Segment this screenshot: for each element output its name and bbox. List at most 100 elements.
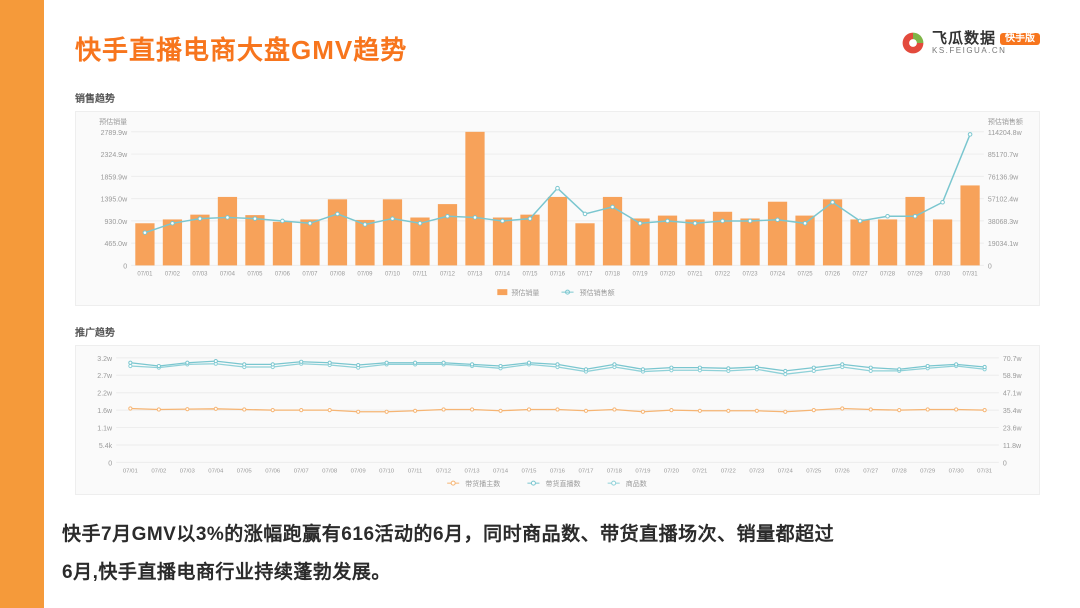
svg-text:1859.9w: 1859.9w <box>101 174 128 181</box>
svg-text:07/10: 07/10 <box>379 468 395 474</box>
svg-text:07/06: 07/06 <box>275 271 291 277</box>
svg-text:07/16: 07/16 <box>550 468 566 474</box>
promotion-trend-chart: 3.2w70.7w2.7w58.9w2.2w47.1w1.6w35.4w1.1w… <box>75 345 1040 495</box>
sales-trend-chart: 2789.9w 114204.8w 2324.9w 85170.7w 1859.9w 76… <box>75 111 1040 306</box>
svg-text:07/23: 07/23 <box>743 271 759 277</box>
svg-text:3.2w: 3.2w <box>97 356 113 363</box>
svg-text:07/01: 07/01 <box>137 271 153 277</box>
svg-text:07/10: 07/10 <box>385 271 401 277</box>
svg-text:07/02: 07/02 <box>151 468 167 474</box>
svg-text:带货直播数: 带货直播数 <box>545 479 580 488</box>
svg-text:预估销售额: 预估销售额 <box>580 288 615 297</box>
svg-text:07/30: 07/30 <box>935 271 951 277</box>
svg-text:1395.0w: 1395.0w <box>101 197 128 204</box>
brand-name: 飞瓜数据 <box>932 31 996 47</box>
svg-text:07/08: 07/08 <box>322 468 338 474</box>
brand-badge: 快手版 <box>1000 33 1040 46</box>
svg-text:预估销量: 预估销量 <box>99 117 127 126</box>
svg-text:07/23: 07/23 <box>749 468 765 474</box>
svg-text:07/25: 07/25 <box>806 468 822 474</box>
chart2-title: 推广趋势 <box>75 324 1040 339</box>
svg-text:07/24: 07/24 <box>770 271 786 277</box>
svg-text:1.1w: 1.1w <box>97 426 113 433</box>
svg-text:07/08: 07/08 <box>330 271 346 277</box>
svg-text:07/25: 07/25 <box>798 271 814 277</box>
svg-text:07/18: 07/18 <box>605 271 621 277</box>
svg-text:07/14: 07/14 <box>495 271 511 277</box>
brand-block: 飞瓜数据 快手版 KS.FEIGUA.CN <box>900 30 1040 56</box>
svg-text:07/11: 07/11 <box>413 271 428 277</box>
svg-text:114204.8w: 114204.8w <box>988 130 1023 137</box>
svg-text:07/13: 07/13 <box>467 271 483 277</box>
svg-text:预估销量: 预估销量 <box>511 288 539 297</box>
svg-text:07/01: 07/01 <box>123 468 139 474</box>
svg-text:07/13: 07/13 <box>465 468 481 474</box>
svg-text:07/30: 07/30 <box>949 468 965 474</box>
svg-text:07/22: 07/22 <box>721 468 737 474</box>
svg-text:07/20: 07/20 <box>660 271 676 277</box>
svg-text:38068.3w: 38068.3w <box>988 219 1019 226</box>
svg-text:07/04: 07/04 <box>208 468 224 474</box>
svg-text:35.4w: 35.4w <box>1003 408 1023 415</box>
svg-text:76136.9w: 76136.9w <box>988 174 1019 181</box>
svg-text:2.2w: 2.2w <box>97 391 113 398</box>
svg-text:07/19: 07/19 <box>632 271 648 277</box>
chart1-title: 销售趋势 <box>75 90 1040 105</box>
svg-text:07/04: 07/04 <box>220 271 236 277</box>
svg-text:07/12: 07/12 <box>436 468 452 474</box>
svg-text:07/15: 07/15 <box>522 271 538 277</box>
svg-text:07/21: 07/21 <box>688 271 704 277</box>
svg-text:07/27: 07/27 <box>863 468 879 474</box>
footer-line2: 6月,快手直播电商行业持续蓬勃发展。 <box>62 562 391 583</box>
svg-text:07/11: 07/11 <box>408 468 423 474</box>
footer-line1: 快手7月GMV以3%的涨幅跑赢有616活动的6月，同时商品数、带货直播场次、销量… <box>62 524 834 545</box>
svg-text:2.7w: 2.7w <box>97 373 113 380</box>
svg-text:07/28: 07/28 <box>880 271 896 277</box>
brand-subdomain: KS.FEIGUA.CN <box>932 47 1040 55</box>
svg-text:07/18: 07/18 <box>607 468 623 474</box>
svg-text:预估销售额: 预估销售额 <box>988 117 1023 126</box>
svg-text:2324.9w: 2324.9w <box>101 152 128 159</box>
header: 快手直播电商大盘GMV趋势 飞瓜数据 快手版 KS.FEIGUA.CN <box>75 30 1040 70</box>
svg-text:465.0w: 465.0w <box>105 241 129 248</box>
svg-text:2789.9w: 2789.9w <box>101 130 128 137</box>
svg-text:07/17: 07/17 <box>577 271 593 277</box>
svg-text:07/03: 07/03 <box>192 271 208 277</box>
svg-text:0: 0 <box>123 263 127 270</box>
svg-text:07/26: 07/26 <box>835 468 851 474</box>
svg-text:07/21: 07/21 <box>692 468 708 474</box>
svg-text:07/22: 07/22 <box>715 271 731 277</box>
svg-text:70.7w: 70.7w <box>1003 356 1023 363</box>
svg-text:0: 0 <box>108 460 112 467</box>
svg-text:5.4k: 5.4k <box>99 443 113 450</box>
svg-text:07/09: 07/09 <box>357 271 373 277</box>
svg-text:07/14: 07/14 <box>493 468 509 474</box>
svg-text:带货播主数: 带货播主数 <box>465 479 500 488</box>
svg-text:85170.7w: 85170.7w <box>988 152 1019 159</box>
svg-text:57102.4w: 57102.4w <box>988 197 1019 204</box>
svg-text:07/16: 07/16 <box>550 271 566 277</box>
svg-text:930.0w: 930.0w <box>105 219 129 226</box>
svg-text:07/31: 07/31 <box>977 468 993 474</box>
svg-text:07/05: 07/05 <box>237 468 253 474</box>
footer-text: 快手7月GMV以3%的涨幅跑赢有616活动的6月，同时商品数、带货直播场次、销量… <box>62 516 1040 592</box>
svg-text:23.6w: 23.6w <box>1003 426 1023 433</box>
svg-text:07/03: 07/03 <box>180 468 196 474</box>
left-accent-bar <box>0 0 44 608</box>
svg-text:07/07: 07/07 <box>294 468 310 474</box>
svg-text:19034.1w: 19034.1w <box>988 241 1019 248</box>
svg-text:07/27: 07/27 <box>853 271 869 277</box>
svg-text:07/07: 07/07 <box>302 271 318 277</box>
svg-text:07/15: 07/15 <box>522 468 538 474</box>
svg-text:07/06: 07/06 <box>265 468 281 474</box>
svg-text:07/20: 07/20 <box>664 468 680 474</box>
svg-text:商品数: 商品数 <box>626 479 647 488</box>
svg-text:07/29: 07/29 <box>908 271 924 277</box>
svg-text:07/05: 07/05 <box>247 271 263 277</box>
svg-text:07/19: 07/19 <box>635 468 651 474</box>
svg-text:07/24: 07/24 <box>778 468 794 474</box>
svg-text:0: 0 <box>988 263 992 270</box>
svg-text:07/17: 07/17 <box>578 468 594 474</box>
feigua-logo-icon <box>900 30 926 56</box>
svg-text:07/02: 07/02 <box>165 271 181 277</box>
